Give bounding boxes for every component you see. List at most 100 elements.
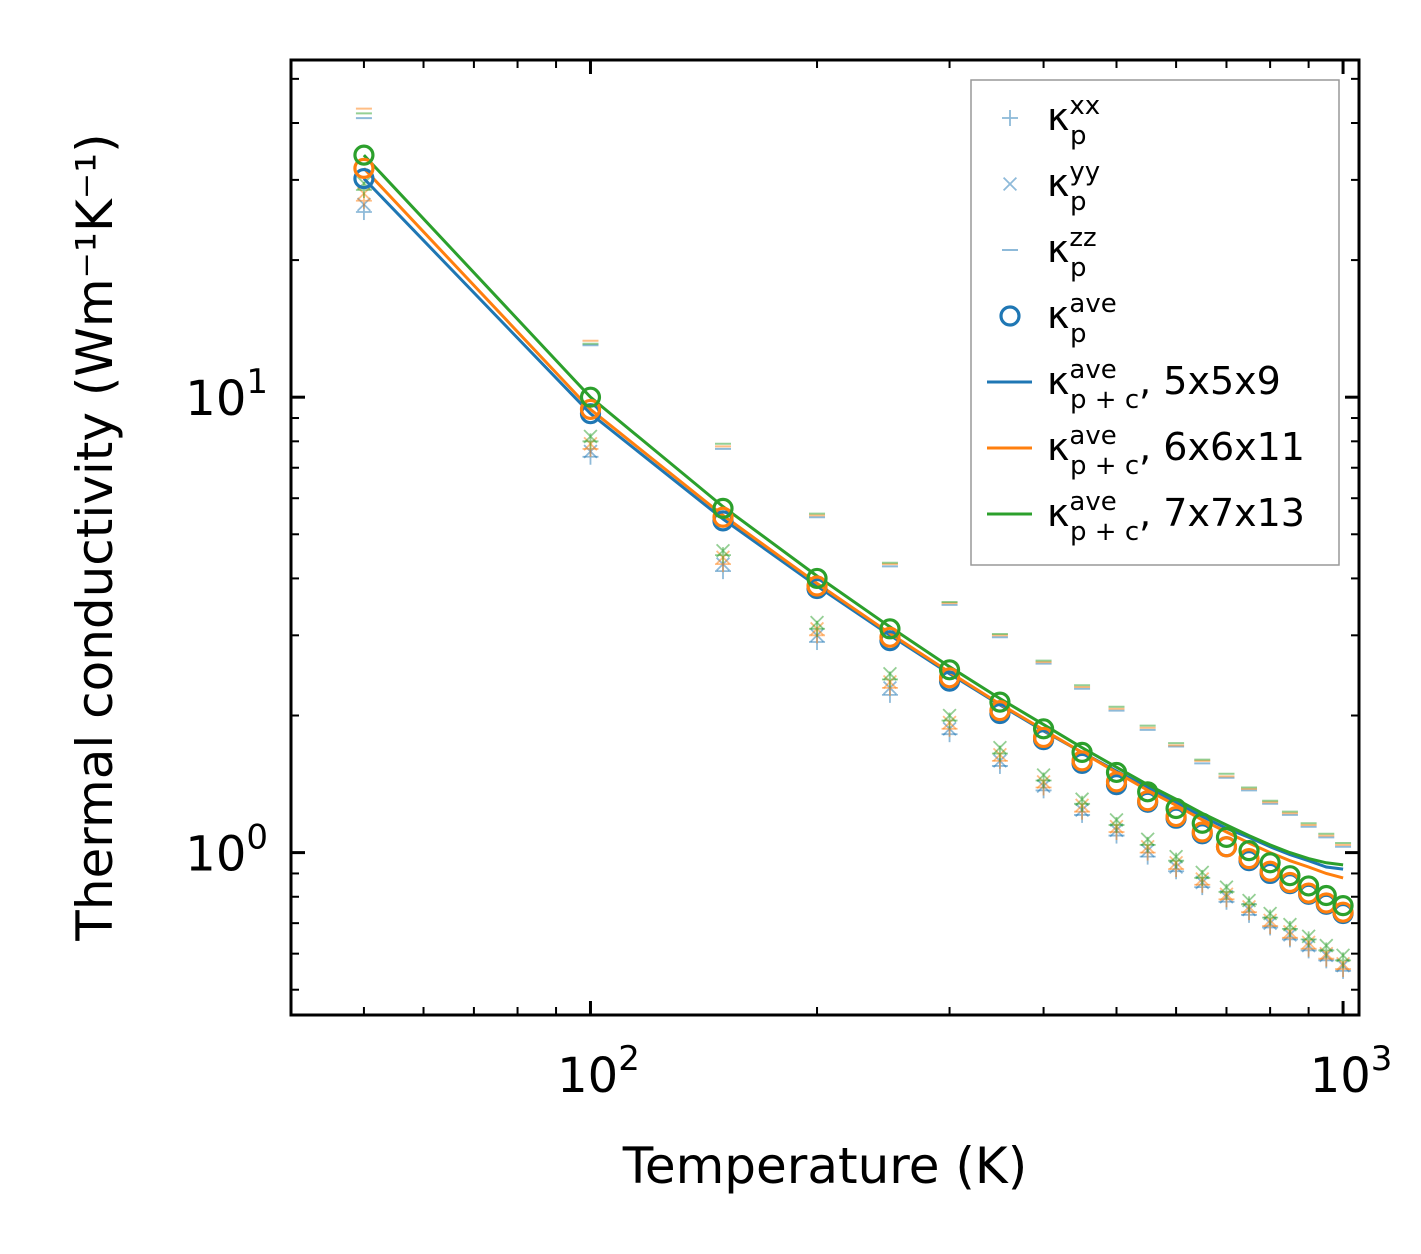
kyy-point bbox=[942, 708, 957, 723]
circle-mark bbox=[1165, 797, 1187, 820]
cross-mark-b bbox=[1336, 948, 1351, 963]
kave-point bbox=[1137, 790, 1159, 812]
circle-mark bbox=[1279, 865, 1301, 887]
cross-mark-b bbox=[1195, 865, 1210, 880]
kave-point bbox=[1238, 840, 1260, 862]
circle-mark bbox=[1215, 836, 1238, 858]
kpc-line-6x6x11 bbox=[362, 167, 1344, 880]
circle-mark bbox=[353, 157, 375, 179]
kyy-point bbox=[1169, 849, 1184, 864]
circle-mark bbox=[1105, 761, 1128, 784]
kave-point bbox=[1315, 884, 1337, 907]
kyy-point bbox=[1075, 792, 1090, 807]
kave-point bbox=[579, 398, 602, 421]
kave-point bbox=[1032, 718, 1055, 740]
tick-exponent: 1 bbox=[246, 362, 268, 402]
kyy-point bbox=[715, 543, 731, 558]
tick-exponent: 0 bbox=[246, 818, 268, 858]
legend-symbol: κ bbox=[1047, 491, 1069, 535]
kave-point bbox=[1071, 741, 1093, 763]
cross-mark-b bbox=[1140, 832, 1155, 847]
circle-mark bbox=[938, 659, 961, 681]
kave-point bbox=[1191, 821, 1213, 843]
kave-point bbox=[1032, 726, 1055, 749]
kave-point bbox=[1332, 895, 1354, 917]
x-tick-label: 103 bbox=[1310, 1039, 1393, 1104]
kyy-point bbox=[1140, 832, 1155, 847]
tick-base: 10 bbox=[185, 371, 246, 427]
kyy-point bbox=[1319, 938, 1334, 953]
legend-superscript: ave bbox=[1069, 421, 1116, 451]
circle-mark bbox=[1071, 741, 1093, 763]
kave-point bbox=[1215, 836, 1238, 858]
tick-exponent: 3 bbox=[1371, 1039, 1393, 1079]
kxx-point bbox=[1262, 909, 1279, 926]
cross-mark-b bbox=[1219, 880, 1234, 895]
legend-label: κyy p bbox=[1047, 157, 1100, 217]
kyy-point bbox=[1282, 917, 1297, 932]
cross-mark-b bbox=[942, 708, 957, 723]
legend-symbol: κ bbox=[1047, 95, 1069, 139]
legend-symbol: κ bbox=[1047, 227, 1069, 271]
legend-label: κave p bbox=[1047, 289, 1117, 349]
legend-subscript: p bbox=[1070, 187, 1087, 217]
legend-label: κave p + c, 6x6x11 bbox=[1047, 421, 1305, 481]
circle-mark bbox=[938, 667, 961, 689]
circle-mark bbox=[712, 497, 734, 519]
kave-point bbox=[1137, 781, 1159, 803]
circle-mark bbox=[879, 618, 901, 640]
circle-mark bbox=[1332, 901, 1354, 923]
x-tick-labels: 102 103 bbox=[557, 1039, 1392, 1104]
legend-label: κzz p bbox=[1047, 223, 1097, 283]
kave-point bbox=[1279, 865, 1301, 887]
y-tick-label: 101 bbox=[185, 362, 268, 427]
circle-mark bbox=[1191, 821, 1213, 843]
kxx-point bbox=[1241, 896, 1258, 913]
legend-suffix: , 5x5x9 bbox=[1139, 359, 1281, 403]
y-tick-label: 100 bbox=[185, 818, 268, 883]
kave-point bbox=[579, 386, 602, 408]
circle-mark bbox=[712, 506, 734, 528]
cross-mark-b bbox=[1282, 917, 1297, 932]
x-axis-label: Temperature (K) bbox=[622, 1137, 1027, 1195]
legend-subscript: p bbox=[1070, 253, 1087, 283]
legend-suffix: , 7x7x13 bbox=[1139, 491, 1305, 535]
series-7x7x13 bbox=[355, 112, 1352, 969]
kyy-point bbox=[1195, 865, 1210, 880]
kpc-line-5x5x9 bbox=[362, 177, 1344, 871]
legend-superscript: ave bbox=[1069, 487, 1116, 517]
kave-point bbox=[938, 659, 961, 681]
kxx-point bbox=[355, 182, 372, 199]
tick-base: 10 bbox=[185, 827, 246, 883]
legend-item: κxx p bbox=[1002, 91, 1100, 151]
cross-mark-b bbox=[715, 543, 731, 558]
circle-mark bbox=[579, 386, 602, 408]
tick-exponent: 2 bbox=[618, 1039, 640, 1079]
kyy-point bbox=[1109, 812, 1124, 827]
circle-mark bbox=[1238, 840, 1260, 862]
cross-mark-b bbox=[882, 666, 897, 681]
circle-mark bbox=[1165, 805, 1187, 828]
circle-mark bbox=[999, 305, 1021, 327]
legend-marker bbox=[999, 305, 1021, 327]
kxx-point bbox=[1300, 931, 1317, 948]
kyy-point bbox=[1301, 929, 1316, 944]
circle-mark bbox=[1332, 895, 1354, 917]
circle-mark bbox=[1137, 781, 1159, 803]
legend-item: κave p + c, 6x6x11 bbox=[987, 421, 1305, 481]
circle-mark bbox=[989, 691, 1011, 713]
kave-point bbox=[806, 575, 828, 597]
legend-marker bbox=[1002, 176, 1018, 192]
circle-mark bbox=[806, 575, 828, 597]
kxx-point bbox=[1168, 852, 1185, 869]
data-layer bbox=[353, 107, 1354, 979]
circle-mark bbox=[1315, 884, 1337, 907]
circle-mark bbox=[1238, 848, 1260, 870]
legend-symbol: κ bbox=[1047, 359, 1069, 403]
circle-mark bbox=[1105, 771, 1128, 793]
legend-suffix: , 6x6x11 bbox=[1139, 425, 1305, 469]
kave-point bbox=[989, 691, 1011, 713]
kave-point bbox=[1165, 805, 1187, 828]
kave-point bbox=[1298, 875, 1320, 897]
